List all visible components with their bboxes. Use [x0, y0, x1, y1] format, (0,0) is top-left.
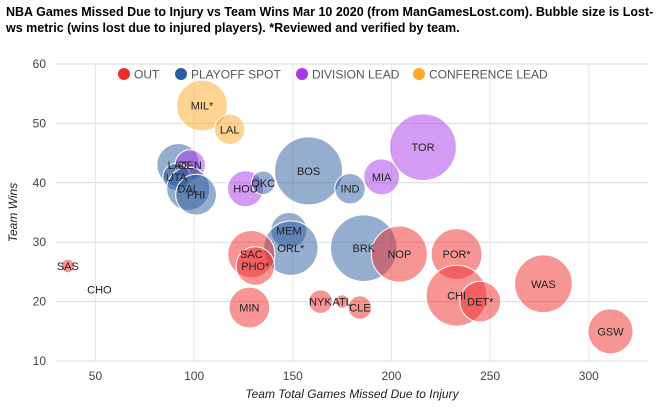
x-tick-label: 250: [480, 369, 500, 383]
bubble-label-dal: DAL: [178, 184, 199, 196]
bubble-det: [459, 280, 502, 323]
y-tick-label: 50: [33, 116, 47, 130]
bubble-atl: [334, 294, 350, 309]
legend-swatch-playoff: [175, 68, 187, 80]
bubble-series: [60, 79, 634, 355]
bubble-label-lac: LAC: [168, 160, 189, 172]
legend: OUT PLAYOFF SPOT DIVISION LEAD CONFERENCE L…: [118, 68, 548, 82]
x-tick-label: 50: [89, 369, 103, 383]
bubble-cle: [347, 295, 373, 320]
bubble-label-gsw: GSW: [597, 326, 624, 338]
bubble-label-atl: ATL: [332, 297, 351, 309]
bubble-label-okc: OKC: [251, 178, 275, 190]
bubble-label-uta: UTA: [166, 172, 188, 184]
bubble-label-min: MIN: [239, 303, 259, 315]
y-tick-label: 20: [33, 295, 47, 309]
bubble-pho: [235, 246, 276, 286]
bubble-label-det: DET*: [467, 297, 494, 309]
legend-swatch-division: [296, 68, 308, 80]
x-tick-label: 200: [381, 369, 401, 383]
bubble-nop: [370, 225, 428, 283]
bubble-label-tor: TOR: [412, 142, 435, 154]
bubble-label-phi: PHI: [187, 190, 205, 202]
legend-label-out: OUT: [134, 68, 160, 82]
bubble-bos: [274, 136, 344, 206]
bubble-mia: [363, 158, 401, 196]
bubble-label-was: WAS: [531, 279, 556, 291]
bubble-lal: [213, 113, 246, 146]
bubble-label-orl: ORL*: [277, 243, 305, 255]
bubble-label-chi: CHI: [447, 291, 466, 303]
x-axis-label: Team Total Games Missed Due to Injury: [245, 387, 459, 401]
bubble-was: [514, 254, 573, 314]
y-tick-label: 60: [33, 57, 47, 71]
y-tick-label: 40: [33, 176, 47, 190]
x-tick-label: 300: [579, 369, 599, 383]
bubble-tor: [389, 113, 457, 181]
bubble-label-ind: IND: [341, 184, 360, 196]
bubble-label-nop: NOP: [387, 249, 411, 261]
chart-title: NBA Games Missed Due to Injury vs Team W…: [6, 5, 654, 35]
y-tick-label: 30: [33, 235, 47, 249]
bubble-sas: [60, 258, 76, 274]
bubble-min: [228, 286, 271, 329]
x-tick-label: 150: [283, 369, 303, 383]
legend-label-division: DIVISION LEAD: [312, 68, 400, 82]
legend-label-playoff: PLAYOFF SPOT: [191, 68, 281, 82]
bubble-label-bos: BOS: [297, 166, 320, 178]
bubble-label-brk: BRK: [353, 243, 376, 255]
bubble-label-por: POR*: [443, 249, 472, 261]
bubble-nyk: [308, 289, 333, 314]
bubble-label-cle: CLE: [349, 303, 370, 315]
legend-swatch-out: [118, 68, 130, 80]
y-axis-label: Team Wins: [6, 183, 20, 242]
bubble-phi: [175, 173, 218, 216]
bubble-gsw: [587, 308, 634, 355]
bubble-okc: [250, 170, 276, 196]
bubble-label-mem: MEM: [276, 225, 302, 237]
bubble-label-sas: SAS: [57, 261, 79, 273]
bubble-label-nyk: NYK: [309, 297, 332, 309]
legend-swatch-conference: [413, 68, 425, 80]
bubble-label-cho: CHO: [87, 285, 112, 297]
bubble-label-lal: LAL: [220, 124, 240, 136]
bubble-label-mil: MIL*: [191, 101, 214, 113]
bubble-label-hou: HOU: [233, 184, 258, 196]
bubble-cho: [97, 287, 102, 292]
axis-ticks: 10 20 30 40 50 60 50 100 150 200 250 300: [33, 57, 599, 383]
bubble-label-sac: SAC: [240, 249, 263, 261]
legend-label-conference: CONFERENCE LEAD: [429, 68, 548, 82]
bubble-label-pho: PHO*: [241, 261, 270, 273]
bubble-label-mia: MIA: [372, 172, 392, 184]
bubble-mil: [176, 79, 228, 132]
bubble-ind: [334, 173, 366, 205]
y-tick-label: 10: [33, 354, 47, 368]
x-tick-label: 100: [184, 369, 204, 383]
bubble-label-den: DEN: [179, 160, 202, 172]
